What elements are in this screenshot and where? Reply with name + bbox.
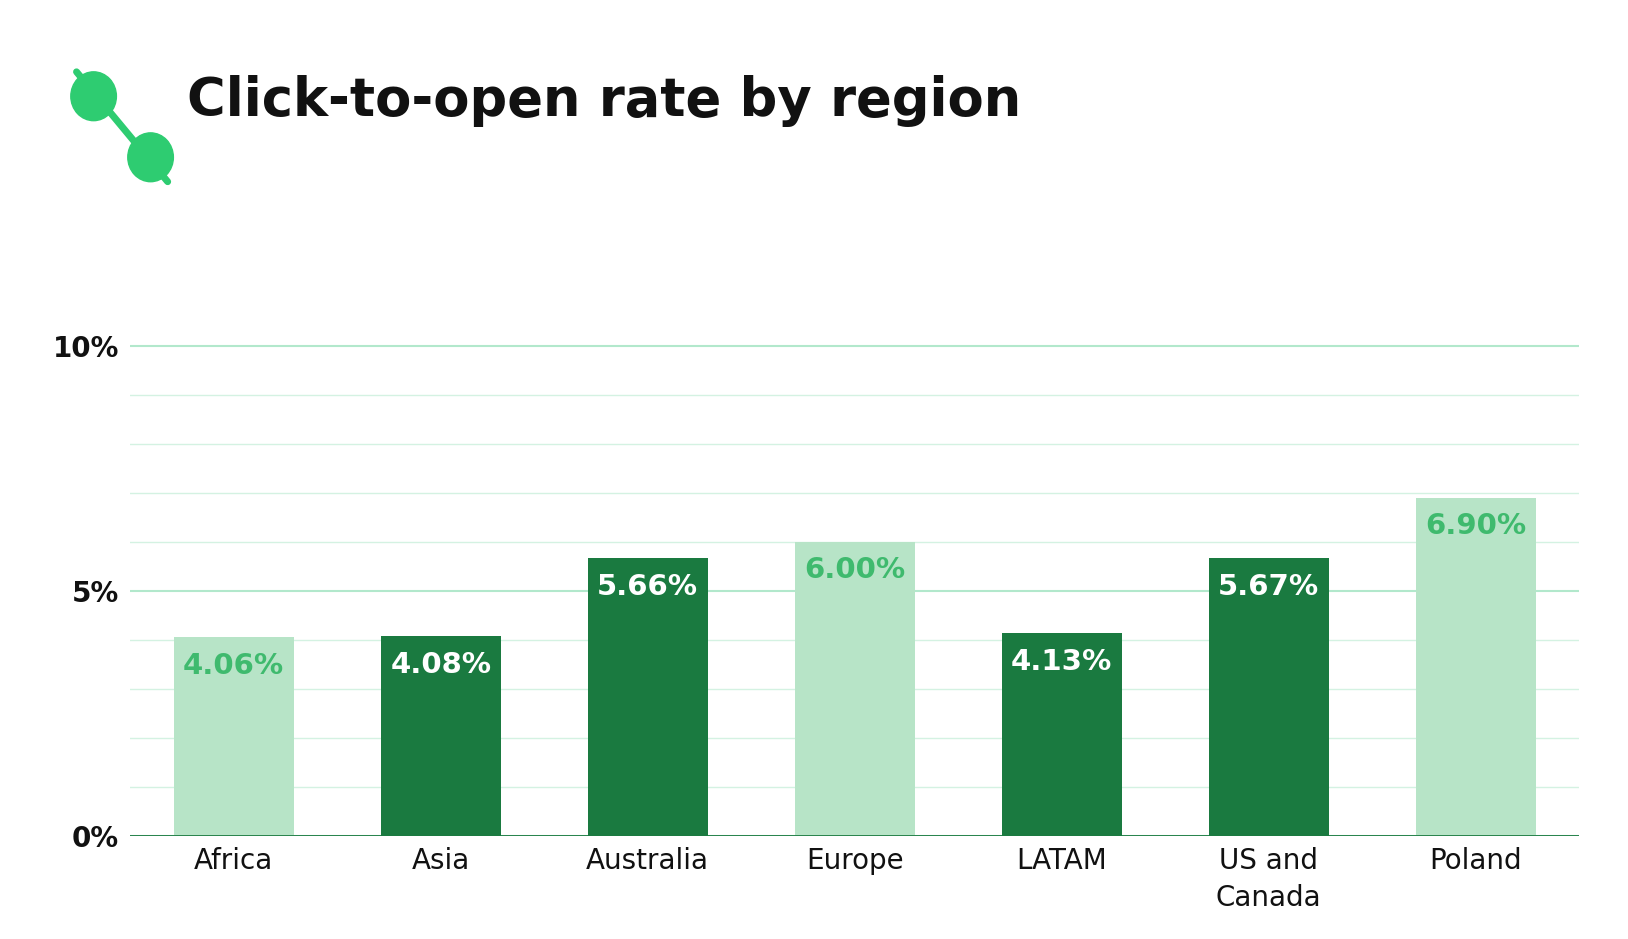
Text: 4.08%: 4.08%	[391, 651, 492, 679]
Bar	[381, 636, 501, 836]
Bar	[1208, 558, 1328, 836]
Bar	[588, 559, 708, 836]
Text: 5.66%: 5.66%	[597, 573, 698, 601]
Text: 6.90%: 6.90%	[1424, 513, 1525, 540]
Bar	[174, 637, 293, 836]
Text: 6.00%: 6.00%	[804, 557, 905, 584]
Text: 4.13%: 4.13%	[1011, 648, 1112, 676]
Bar	[1001, 634, 1122, 836]
Bar	[1416, 498, 1535, 836]
Text: 4.06%: 4.06%	[184, 652, 285, 680]
Circle shape	[72, 71, 117, 120]
Text: 5.67%: 5.67%	[1218, 573, 1319, 601]
Circle shape	[127, 132, 173, 181]
Text: Click-to-open rate by region: Click-to-open rate by region	[187, 75, 1021, 127]
Bar	[794, 542, 915, 836]
